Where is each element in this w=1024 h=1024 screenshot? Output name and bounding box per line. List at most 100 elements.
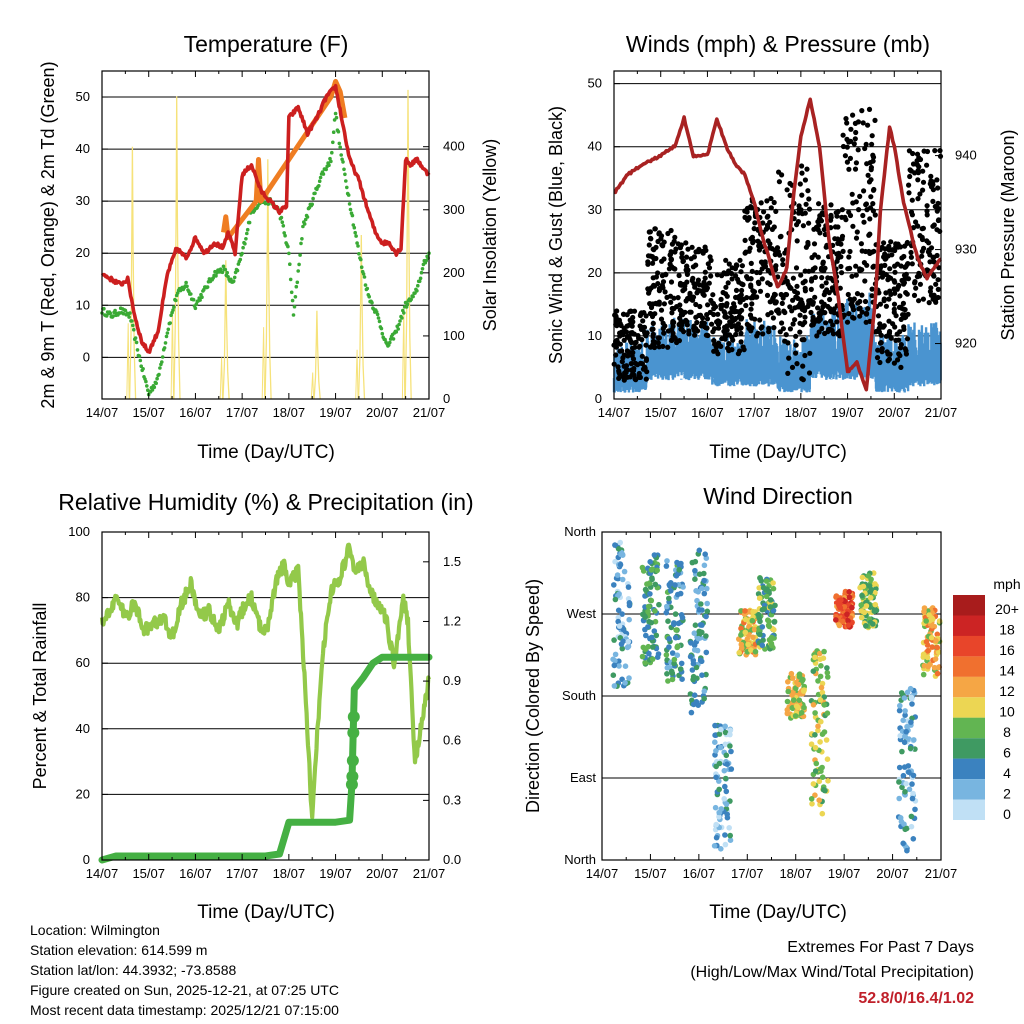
wind-direction-point xyxy=(645,624,651,630)
gust-point xyxy=(720,289,726,296)
wind-direction-point xyxy=(819,810,826,817)
dewpoint-point xyxy=(166,327,171,332)
gust-point xyxy=(614,337,620,343)
wind-direction-point xyxy=(680,584,686,590)
gust-point xyxy=(630,368,637,374)
gust-point xyxy=(683,254,690,260)
wind-direction-point xyxy=(824,710,831,716)
wind-direction-point xyxy=(909,701,915,707)
wind-direction-point xyxy=(911,737,917,743)
dewpoint-point xyxy=(359,257,363,262)
dewpoint-point xyxy=(334,115,339,120)
temperature-series xyxy=(100,78,431,400)
wind-direction-point xyxy=(664,603,670,610)
gust-point xyxy=(825,275,831,281)
dewpoint-point xyxy=(127,315,131,319)
gust-point xyxy=(624,323,630,329)
wind-direction-point xyxy=(694,597,700,604)
gust-point xyxy=(915,196,921,202)
dewpoint-point xyxy=(243,242,247,246)
gust-point xyxy=(759,324,765,330)
gust-point xyxy=(930,223,936,229)
gust-point xyxy=(799,376,805,382)
gust-point xyxy=(671,295,677,301)
dewpoint-point xyxy=(205,285,210,289)
gust-point xyxy=(859,292,865,298)
gust-point xyxy=(897,244,904,250)
gust-point xyxy=(913,285,919,291)
gust-point xyxy=(726,261,732,267)
temperature-xtick-label: 21/07 xyxy=(413,405,446,420)
dewpoint-point xyxy=(263,201,268,206)
gust-point xyxy=(861,260,868,266)
gust-point xyxy=(911,292,918,298)
wind-direction-point xyxy=(756,595,763,601)
temperature-ylabel: 2m & 9m T (Red, Orange) & 2m Td (Green) xyxy=(38,61,58,408)
gust-point xyxy=(656,288,663,294)
dewpoint-point xyxy=(184,280,188,285)
gust-point xyxy=(750,238,757,244)
gust-point xyxy=(790,321,796,327)
gust-point xyxy=(873,329,879,335)
wind-direction-point xyxy=(678,660,685,667)
wind-direction-point xyxy=(909,781,915,787)
dewpoint-point xyxy=(344,179,348,183)
gust-point xyxy=(902,276,908,282)
dewpoint-point xyxy=(338,145,343,149)
gust-point xyxy=(733,331,739,338)
gust-point xyxy=(924,203,930,209)
gust-point xyxy=(870,264,876,270)
colorbar-label: 10 xyxy=(999,704,1015,720)
gust-point xyxy=(877,301,884,307)
gust-point xyxy=(777,252,783,258)
wind-direction-point xyxy=(904,847,910,854)
dewpoint-point xyxy=(333,111,338,116)
wind-direction-point xyxy=(846,594,853,601)
wind-direction-point xyxy=(867,589,873,595)
gust-point xyxy=(877,359,883,366)
dewpoint-point xyxy=(311,196,315,201)
humidity-xlabel: Time (Day/UTC) xyxy=(197,902,335,923)
temperature-ytick-label: 40 xyxy=(76,141,90,156)
gust-point xyxy=(896,337,902,343)
gust-point xyxy=(859,108,865,114)
gust-point xyxy=(930,187,937,193)
gust-point xyxy=(843,116,849,122)
wind-direction-xtick-label: 17/07 xyxy=(731,866,764,881)
dewpoint-point xyxy=(339,153,344,157)
wind-direction-point xyxy=(770,585,777,592)
wind-direction-point xyxy=(863,603,870,609)
gust-point xyxy=(658,307,665,313)
gust-point xyxy=(675,295,681,301)
gust-point xyxy=(875,347,881,353)
wind-direction-point xyxy=(616,663,622,669)
gust-point xyxy=(795,219,802,225)
gust-point xyxy=(797,312,803,318)
wind-direction-point xyxy=(934,644,940,651)
gust-point xyxy=(722,314,728,320)
wind-direction-point xyxy=(640,568,647,574)
wind-direction-point xyxy=(788,670,795,677)
gust-point xyxy=(895,357,901,363)
gust-point xyxy=(847,212,854,219)
wind-direction-point xyxy=(844,611,850,618)
wind-direction-point xyxy=(902,708,908,714)
gust-point xyxy=(700,250,706,256)
wind-direction-point xyxy=(677,666,684,672)
gust-point xyxy=(863,141,869,147)
wind-direction-point xyxy=(800,676,806,683)
wind-direction-point xyxy=(625,638,632,645)
gust-point xyxy=(852,166,859,172)
gust-point xyxy=(806,206,813,212)
gust-point xyxy=(693,314,699,320)
dewpoint-point xyxy=(417,279,422,284)
gust-point xyxy=(844,120,850,126)
gust-point xyxy=(904,291,910,297)
temperature-xtick-label: 15/07 xyxy=(132,405,165,420)
wind-direction-point xyxy=(722,841,729,848)
temperature-gridlines xyxy=(102,96,429,358)
wind-direction-point xyxy=(784,707,791,713)
dewpoint-point xyxy=(302,222,307,226)
wind-direction-point xyxy=(615,618,621,625)
winds-ytick-label: 40 xyxy=(588,139,602,154)
